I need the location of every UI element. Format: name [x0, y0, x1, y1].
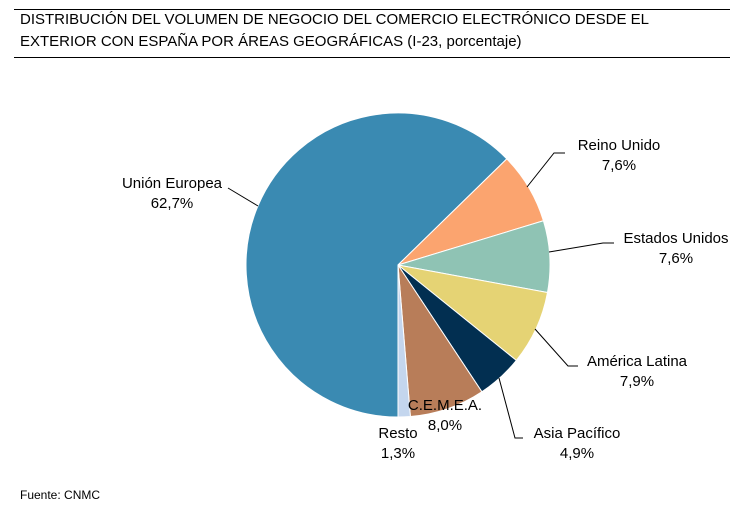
label-name-asia-pacifico: Asia Pacífico	[534, 425, 621, 442]
leader-asia-pacifico	[498, 377, 523, 439]
leader-america-latina	[534, 328, 578, 367]
title-line-1: DISTRIBUCIÓN DEL VOLUMEN DE NEGOCIO DEL …	[20, 11, 649, 28]
slice-union-europea	[245, 112, 508, 418]
label-value-reino-unido: 7,6%	[602, 157, 636, 174]
title-underline	[14, 57, 730, 58]
pie-slices	[245, 112, 551, 418]
label-name-estados-unidos: Estados Unidos	[623, 230, 728, 247]
label-value-estados-unidos: 7,6%	[659, 250, 693, 267]
label-value-c-e-m-e-a: 8,0%	[428, 417, 462, 434]
top-rule	[14, 9, 730, 10]
slice-resto	[397, 264, 411, 418]
leader-union-europea	[227, 187, 259, 207]
leader-reino-unido	[526, 152, 565, 188]
label-name-resto: Resto	[378, 425, 417, 442]
label-value-america-latina: 7,9%	[620, 373, 654, 390]
leader-estados-unidos	[548, 242, 614, 253]
label-name-c-e-m-e-a: C.E.M.E.A.	[408, 397, 482, 414]
chart-title: DISTRIBUCIÓN DEL VOLUMEN DE NEGOCIO DEL …	[20, 9, 732, 53]
label-name-reino-unido: Reino Unido	[578, 137, 661, 154]
label-value-resto: 1,3%	[381, 445, 415, 462]
title-line-2: EXTERIOR CON ESPAÑA POR ÁREAS GEOGRÁFICA…	[20, 33, 522, 50]
leader-lines	[227, 152, 614, 439]
label-value-union-europea: 62,7%	[151, 195, 194, 212]
label-name-america-latina: América Latina	[587, 353, 688, 370]
slice-labels: Unión Europea 62,7% Reino Unido 7,6% Estados…	[122, 137, 729, 462]
label-value-asia-pacifico: 4,9%	[560, 445, 594, 462]
label-name-union-europea: Unión Europea	[122, 175, 223, 192]
source-note: Fuente: CNMC	[20, 488, 101, 502]
